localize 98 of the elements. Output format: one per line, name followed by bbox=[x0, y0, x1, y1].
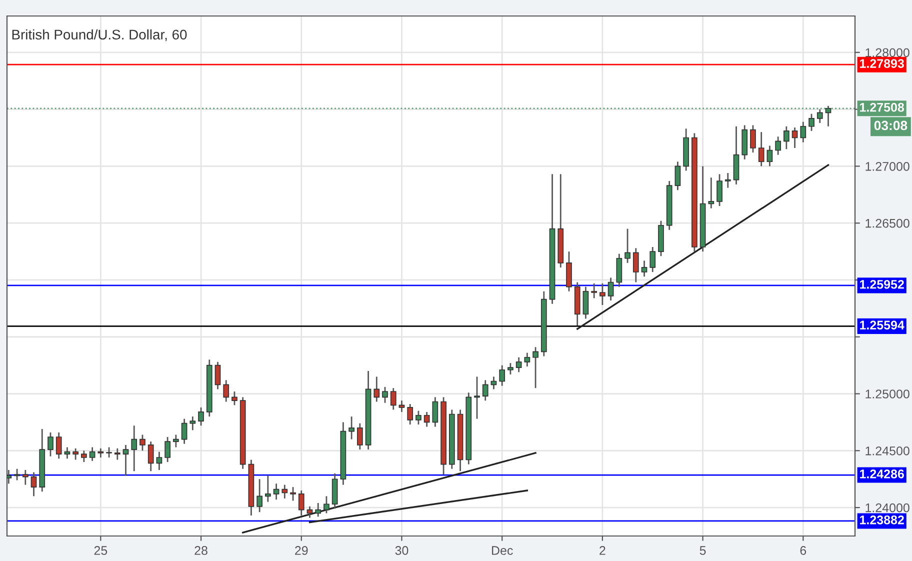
ref-line-label: 1.25594 bbox=[860, 320, 904, 330]
x-tick-label: Dec bbox=[492, 546, 513, 555]
candlestick bbox=[582, 286, 589, 320]
candlestick bbox=[608, 277, 614, 302]
candlestick bbox=[282, 484, 288, 500]
candlestick bbox=[48, 432, 54, 458]
candlestick bbox=[724, 172, 731, 189]
text: 03:08 bbox=[874, 120, 908, 130]
candlestick bbox=[674, 160, 681, 191]
candlestick bbox=[264, 475, 271, 503]
candlestick bbox=[148, 440, 154, 472]
y-tick-label: 1.28000 bbox=[866, 48, 910, 58]
candlestick bbox=[315, 502, 322, 518]
candlestick bbox=[198, 406, 204, 426]
candlestick bbox=[499, 364, 506, 386]
candlestick bbox=[532, 346, 538, 389]
candlestick bbox=[356, 422, 363, 450]
candlestick bbox=[173, 434, 179, 448]
candlestick bbox=[114, 448, 120, 460]
ref-line-label: 1.27893 bbox=[860, 59, 904, 68]
candlestick bbox=[306, 506, 313, 518]
candlestick bbox=[600, 282, 606, 306]
candlestick bbox=[298, 490, 304, 516]
candlestick bbox=[766, 145, 773, 167]
text: British Pound/U.S. Dollar, 60 bbox=[12, 29, 187, 42]
candlestick bbox=[30, 472, 37, 497]
candlestick bbox=[64, 446, 70, 460]
x-tick-label: 5 bbox=[700, 546, 706, 555]
candlestick bbox=[641, 260, 648, 278]
candlestick bbox=[390, 387, 396, 410]
candlestick bbox=[131, 424, 138, 472]
candlestick bbox=[816, 108, 823, 124]
candlestick bbox=[374, 376, 380, 402]
candlestick bbox=[716, 173, 722, 207]
ref-line-label: 1.24286 bbox=[860, 470, 904, 478]
candlestick bbox=[775, 136, 781, 156]
candlestick bbox=[214, 361, 221, 390]
x-tick-label: 30 bbox=[395, 546, 408, 555]
candlestick bbox=[273, 482, 280, 500]
candlestick bbox=[232, 390, 238, 406]
candlestick bbox=[98, 448, 104, 458]
candlestick bbox=[223, 379, 230, 402]
candlestick bbox=[416, 410, 422, 426]
ref-line-label: 1.27508 bbox=[860, 102, 904, 112]
x-tick-label: 2 bbox=[600, 546, 606, 555]
y-tick-label: 1.24500 bbox=[866, 446, 910, 456]
x-tick-label: 29 bbox=[295, 546, 308, 555]
candlestick bbox=[256, 478, 262, 513]
candlestick bbox=[348, 416, 354, 440]
candlestick bbox=[432, 396, 438, 428]
candlestick bbox=[758, 131, 764, 167]
candlestick bbox=[792, 126, 798, 149]
candlestick bbox=[407, 403, 414, 426]
candlestick bbox=[72, 448, 79, 460]
candlestick bbox=[22, 469, 28, 486]
candlestick bbox=[482, 379, 488, 402]
candlestick bbox=[81, 450, 87, 463]
candlestick bbox=[632, 247, 639, 283]
x-tick-label: 28 bbox=[194, 546, 208, 555]
y-tick-label: 1.24000 bbox=[866, 503, 910, 512]
ref-line-label: 1.25952 bbox=[860, 280, 904, 289]
candlestick bbox=[290, 486, 296, 502]
candlestick bbox=[56, 432, 62, 460]
candlestick bbox=[808, 113, 814, 132]
candlestick bbox=[566, 250, 572, 292]
candlestick bbox=[825, 105, 832, 128]
candlestick bbox=[181, 418, 188, 445]
candlestick bbox=[398, 400, 405, 413]
candlestick bbox=[591, 282, 598, 299]
candlestick bbox=[324, 495, 330, 514]
candlestick bbox=[708, 176, 714, 209]
candlestick bbox=[624, 228, 630, 264]
y-tick-label: 1.25000 bbox=[866, 390, 910, 398]
candlestick bbox=[156, 451, 162, 471]
x-tick-label: 25 bbox=[94, 546, 108, 555]
candlestick bbox=[516, 356, 522, 373]
candlestick bbox=[122, 444, 129, 476]
candlestick bbox=[750, 124, 756, 154]
y-tick-label: 1.26500 bbox=[866, 218, 910, 228]
candlestick bbox=[140, 434, 146, 452]
candlestick bbox=[382, 386, 388, 404]
candlestick bbox=[474, 376, 480, 420]
candlestick bbox=[89, 446, 96, 462]
candlestick bbox=[190, 416, 196, 431]
candlestick bbox=[14, 468, 20, 481]
candlestick bbox=[524, 352, 530, 368]
candlestick bbox=[164, 436, 170, 463]
candlestick bbox=[650, 246, 656, 273]
ref-line-label: 1.23882 bbox=[860, 515, 904, 524]
candlestick bbox=[616, 253, 622, 288]
candlestick bbox=[424, 411, 430, 428]
candlestick bbox=[490, 376, 497, 390]
candlestick bbox=[106, 446, 112, 458]
candlestick bbox=[783, 126, 790, 150]
candlestick bbox=[800, 121, 806, 143]
candlestick bbox=[508, 362, 514, 376]
y-tick-label: 1.27000 bbox=[866, 162, 910, 171]
x-tick-label: 6 bbox=[800, 546, 806, 555]
